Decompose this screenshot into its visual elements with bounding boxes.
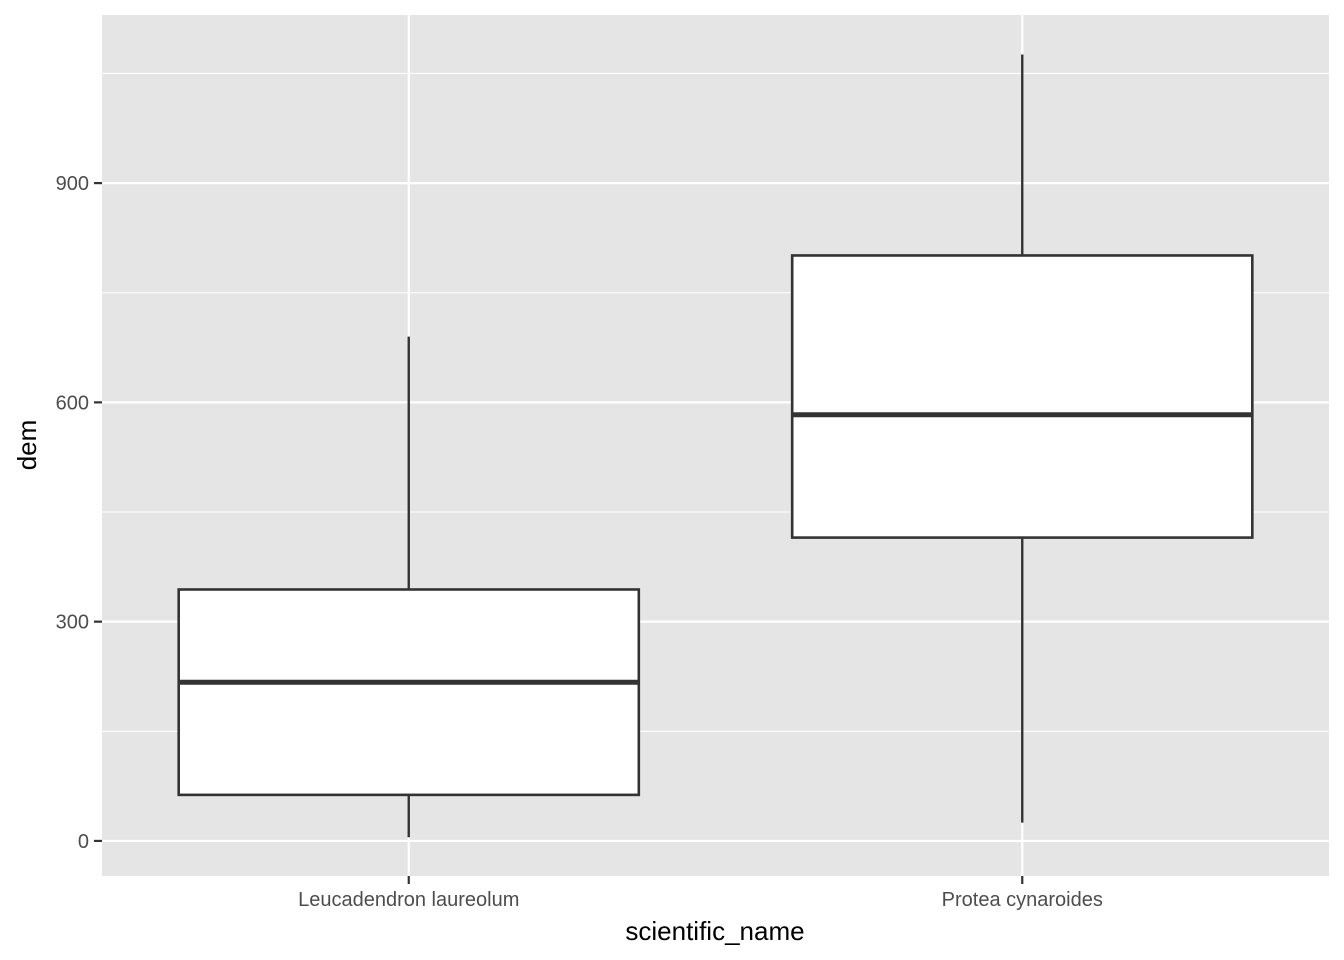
x-axis-title: scientific_name (625, 916, 804, 946)
y-tick-label: 600 (56, 392, 89, 414)
y-tick-label: 900 (56, 173, 89, 195)
box-body (177, 588, 641, 797)
box-1 (790, 54, 1254, 823)
box-body (790, 254, 1254, 539)
x-tick-label: Leucadendron laureolum (298, 889, 519, 911)
y-tick-label: 0 (78, 831, 89, 853)
y-tick-label: 300 (56, 612, 89, 634)
x-axis: Leucadendron laureolum Protea cynaroides (298, 876, 1103, 911)
boxes-layer (177, 54, 1254, 838)
y-axis-title: dem (12, 420, 42, 471)
x-tick-label: Protea cynaroides (942, 889, 1103, 911)
box-0 (177, 336, 641, 838)
y-axis: 0 300 600 900 (56, 173, 102, 853)
